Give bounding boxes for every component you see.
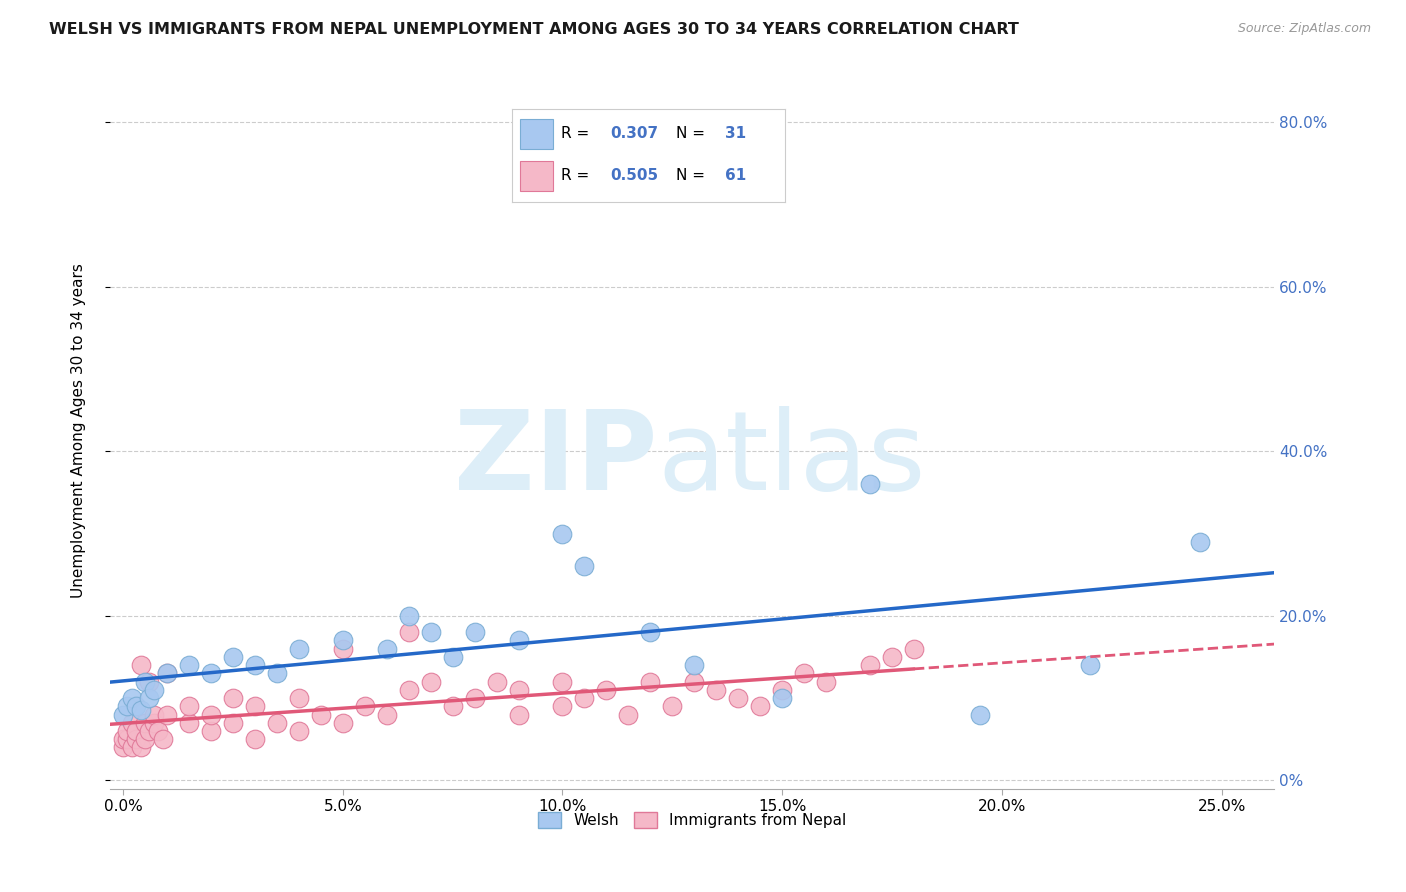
Point (727, 691, 749, 706)
Point (121, 691, 143, 706)
Point (640, 674, 662, 689)
Point (332, 633, 354, 648)
Point (222, 649, 245, 664)
Point (332, 641, 354, 656)
Point (134, 715, 156, 730)
Point (125, 723, 148, 738)
Point (142, 682, 165, 697)
Y-axis label: Unemployment Among Ages 30 to 34 years: Unemployment Among Ages 30 to 34 years (72, 263, 86, 599)
Text: ZIP: ZIP (454, 406, 657, 513)
Point (243, 732, 266, 747)
Point (508, 682, 530, 697)
Point (375, 641, 398, 656)
Point (419, 674, 441, 689)
Point (129, 703, 152, 717)
Point (117, 732, 139, 747)
Legend: Welsh, Immigrants from Nepal: Welsh, Immigrants from Nepal (531, 806, 852, 835)
Point (121, 715, 143, 730)
Point (142, 715, 165, 730)
Point (464, 625, 486, 640)
Point (574, 691, 596, 706)
Point (243, 658, 266, 673)
Point (288, 641, 311, 656)
Point (419, 625, 441, 640)
Point (508, 707, 530, 722)
Point (353, 699, 375, 714)
Point (969, 707, 991, 722)
Point (661, 699, 683, 714)
Point (138, 674, 160, 689)
Point (129, 658, 152, 673)
Point (859, 658, 882, 673)
Point (152, 732, 174, 747)
Point (222, 691, 245, 706)
Point (640, 625, 662, 640)
Point (138, 691, 160, 706)
Point (903, 641, 925, 656)
Point (117, 723, 139, 738)
Point (112, 732, 135, 747)
Point (156, 666, 179, 681)
Point (375, 707, 398, 722)
Point (288, 691, 311, 706)
Point (749, 699, 772, 714)
Point (148, 723, 170, 738)
Point (288, 723, 311, 738)
Point (464, 691, 486, 706)
Point (441, 699, 464, 714)
Point (121, 740, 143, 755)
Point (770, 691, 793, 706)
Point (704, 682, 727, 697)
Point (243, 699, 266, 714)
Point (200, 723, 222, 738)
Point (551, 674, 574, 689)
Point (200, 666, 222, 681)
Point (683, 658, 706, 673)
Point (1188, 534, 1211, 549)
Point (508, 633, 530, 648)
Point (332, 715, 354, 730)
Point (200, 707, 222, 722)
Point (138, 723, 160, 738)
Point (815, 674, 838, 689)
Point (156, 707, 179, 722)
Point (112, 740, 135, 755)
Point (880, 649, 903, 664)
Point (398, 608, 420, 623)
Point (177, 658, 200, 673)
Point (441, 649, 464, 664)
Point (125, 732, 148, 747)
Text: WELSH VS IMMIGRANTS FROM NEPAL UNEMPLOYMENT AMONG AGES 30 TO 34 YEARS CORRELATIO: WELSH VS IMMIGRANTS FROM NEPAL UNEMPLOYM… (49, 22, 1019, 37)
Point (134, 732, 156, 747)
Point (125, 699, 148, 714)
Point (398, 625, 420, 640)
Point (551, 699, 574, 714)
Point (134, 674, 156, 689)
Point (617, 707, 640, 722)
Point (266, 715, 288, 730)
Point (129, 740, 152, 755)
Point (142, 707, 165, 722)
Point (551, 526, 574, 541)
Point (177, 715, 200, 730)
Point (770, 682, 793, 697)
Point (117, 699, 139, 714)
Point (1078, 658, 1101, 673)
Text: atlas: atlas (657, 406, 925, 513)
Point (222, 715, 245, 730)
Point (793, 666, 815, 681)
Point (859, 477, 882, 491)
Point (156, 666, 179, 681)
Text: Source: ZipAtlas.com: Source: ZipAtlas.com (1237, 22, 1371, 36)
Point (485, 674, 508, 689)
Point (683, 674, 706, 689)
Point (266, 666, 288, 681)
Point (112, 707, 135, 722)
Point (177, 699, 200, 714)
Point (574, 559, 596, 574)
Point (595, 682, 617, 697)
Point (398, 682, 420, 697)
Point (309, 707, 332, 722)
